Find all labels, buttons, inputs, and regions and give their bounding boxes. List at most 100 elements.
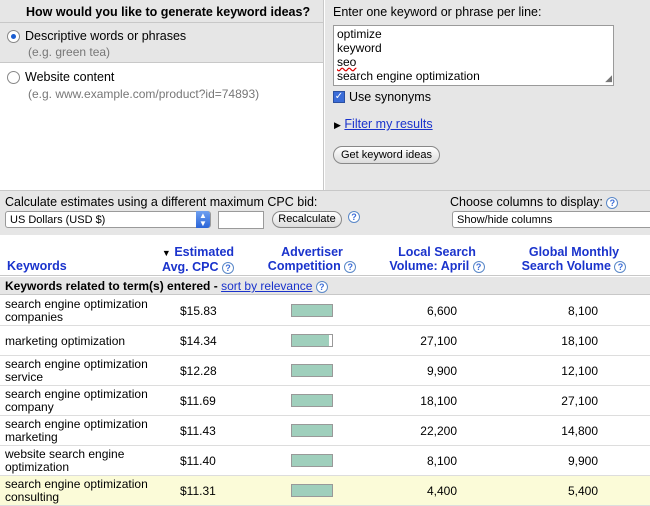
idea-source-heading: How would you like to generate keyword i… (0, 0, 323, 23)
website-hint: (e.g. www.example.com/product?id=74893) (28, 87, 260, 101)
table-row[interactable]: marketing optimization $14.34 27,100 18,… (0, 326, 650, 356)
competition-fill (292, 365, 332, 376)
help-icon[interactable]: ? (614, 260, 627, 273)
keyword-cell: search engine optimization company (5, 387, 148, 414)
competition-fill (292, 305, 332, 316)
columns-label: Choose columns to display: ? (450, 195, 619, 209)
global-header-line1: Global Monthly (528, 245, 620, 259)
local-header-line2: Volume: April (389, 259, 470, 273)
local-volume-cell: 9,900 (426, 364, 457, 378)
descriptive-hint: (e.g. green tea) (28, 45, 111, 59)
global-volume-cell: 8,100 (567, 304, 598, 318)
keyword-cell: search engine optimization companies (5, 297, 148, 324)
help-icon[interactable]: ? (315, 280, 328, 293)
filter-results-link[interactable]: Filter my results (344, 117, 433, 131)
section-label: Keywords related to term(s) entered (5, 279, 211, 293)
sort-by-relevance-link[interactable]: sort by relevance (221, 279, 313, 293)
keyword-entry-panel: Enter one keyword or phrase per line: op… (325, 0, 650, 190)
keyword-cell: search engine optimization marketing (5, 417, 148, 444)
filter-results: ▶ Filter my results (334, 117, 433, 131)
option-descriptive[interactable]: Descriptive words or phrases (e.g. green… (0, 23, 323, 63)
descriptive-label: Descriptive words or phrases (25, 29, 187, 43)
competition-header-line2: Competition (267, 259, 341, 273)
keyword-ideas-form: How would you like to generate keyword i… (0, 0, 650, 190)
descriptive-radio[interactable] (7, 30, 20, 43)
table-row[interactable]: search engine optimization companies $15… (0, 296, 650, 326)
competition-bar (291, 394, 333, 407)
cpc-cell: $11.40 (180, 454, 216, 468)
cpc-cell: $15.83 (180, 304, 217, 318)
cpc-cell: $14.34 (180, 334, 217, 348)
keyword-line: seo (337, 55, 357, 69)
cpc-bid-label: Calculate estimates using a different ma… (5, 195, 318, 209)
global-header-line2: Search Volume (521, 259, 611, 273)
local-volume-cell: 27,100 (420, 334, 457, 348)
option-website[interactable]: Website content (e.g. www.example.com/pr… (0, 63, 323, 123)
cpc-cell: $11.43 (180, 424, 216, 438)
global-volume-cell: 12,100 (561, 364, 598, 378)
select-arrows-icon: ▲ ▼ (196, 211, 210, 228)
global-volume-cell: 18,100 (561, 334, 598, 348)
competition-bar (291, 304, 333, 317)
global-volume-cell: 27,100 (561, 394, 598, 408)
currency-select[interactable]: US Dollars (USD $) ▲ ▼ (5, 211, 211, 228)
help-icon[interactable]: ? (344, 260, 357, 273)
competition-fill (292, 425, 332, 436)
recalculate-button[interactable]: Recalculate (272, 211, 342, 228)
website-label: Website content (25, 70, 115, 84)
columns-label-text: Choose columns to display: (450, 195, 603, 209)
competition-header-line1: Advertiser (281, 245, 343, 259)
global-volume-cell: 9,900 (567, 454, 598, 468)
max-cpc-input[interactable] (218, 211, 264, 229)
keyword-cell: website search engine optimization (5, 447, 125, 474)
cpc-header-line1: Estimated (174, 245, 235, 259)
global-volume-cell: 5,400 (567, 484, 598, 498)
columns-select[interactable]: Show/hide columns (452, 211, 650, 228)
keyword-line: keyword (337, 41, 382, 55)
table-row[interactable]: website search engine optimization $11.4… (0, 446, 650, 476)
table-row[interactable]: search engine optimization marketing $11… (0, 416, 650, 446)
cpc-column-header[interactable]: ▼ Estimated Avg. CPC ? (158, 245, 238, 274)
use-synonyms-checkbox[interactable]: ✓ (333, 91, 345, 103)
competition-column-header[interactable]: Advertiser Competition ? (262, 245, 362, 273)
help-icon[interactable]: ? (221, 261, 234, 274)
website-radio[interactable] (7, 71, 20, 84)
get-keyword-ideas-button[interactable]: Get keyword ideas (333, 146, 440, 164)
competition-bar (291, 454, 333, 467)
local-volume-cell: 22,200 (420, 424, 457, 438)
local-volume-cell: 6,600 (426, 304, 457, 318)
keywords-column-header[interactable]: Keywords (7, 259, 67, 273)
competition-fill (292, 395, 332, 406)
local-volume-cell: 18,100 (420, 394, 457, 408)
global-volume-cell: 14,800 (561, 424, 598, 438)
table-row[interactable]: search engine optimization consulting $1… (0, 476, 650, 506)
currency-value: US Dollars (USD $) (10, 214, 106, 226)
cpc-cell: $12.28 (180, 364, 217, 378)
results-table-body: search engine optimization companies $15… (0, 296, 650, 506)
table-row[interactable]: search engine optimization service $12.2… (0, 356, 650, 386)
competition-fill (292, 455, 332, 466)
local-header-line1: Local Search (398, 245, 476, 259)
competition-fill (292, 335, 330, 346)
help-icon[interactable]: ? (472, 260, 485, 273)
keyword-cell: marketing optimization (5, 333, 126, 348)
resize-grip-icon[interactable]: ◢ (605, 73, 612, 83)
competition-bar (291, 424, 333, 437)
table-row[interactable]: search engine optimization company $11.6… (0, 386, 650, 416)
help-icon[interactable]: ? (606, 196, 619, 209)
global-volume-column-header[interactable]: Global Monthly Search Volume ? (516, 245, 632, 273)
local-volume-column-header[interactable]: Local Search Volume: April ? (383, 245, 491, 273)
competition-bar (291, 364, 333, 377)
keyword-textarea[interactable]: optimize keyword seo search engine optim… (333, 25, 614, 86)
local-volume-cell: 8,100 (426, 454, 457, 468)
estimates-bar: Calculate estimates using a different ma… (0, 191, 650, 235)
cpc-cell: $11.69 (180, 394, 216, 408)
cpc-cell: $11.31 (180, 484, 216, 498)
keyword-cell: search engine optimization service (5, 357, 148, 384)
related-terms-section: Keywords related to term(s) entered - so… (0, 277, 650, 295)
competition-bar (291, 334, 333, 347)
use-synonyms-label: Use synonyms (349, 90, 431, 104)
expand-triangle-icon[interactable]: ▶ (334, 120, 341, 130)
results-header: Keywords ▼ Estimated Avg. CPC ? Advertis… (0, 236, 650, 276)
help-icon[interactable]: ? (348, 211, 360, 223)
